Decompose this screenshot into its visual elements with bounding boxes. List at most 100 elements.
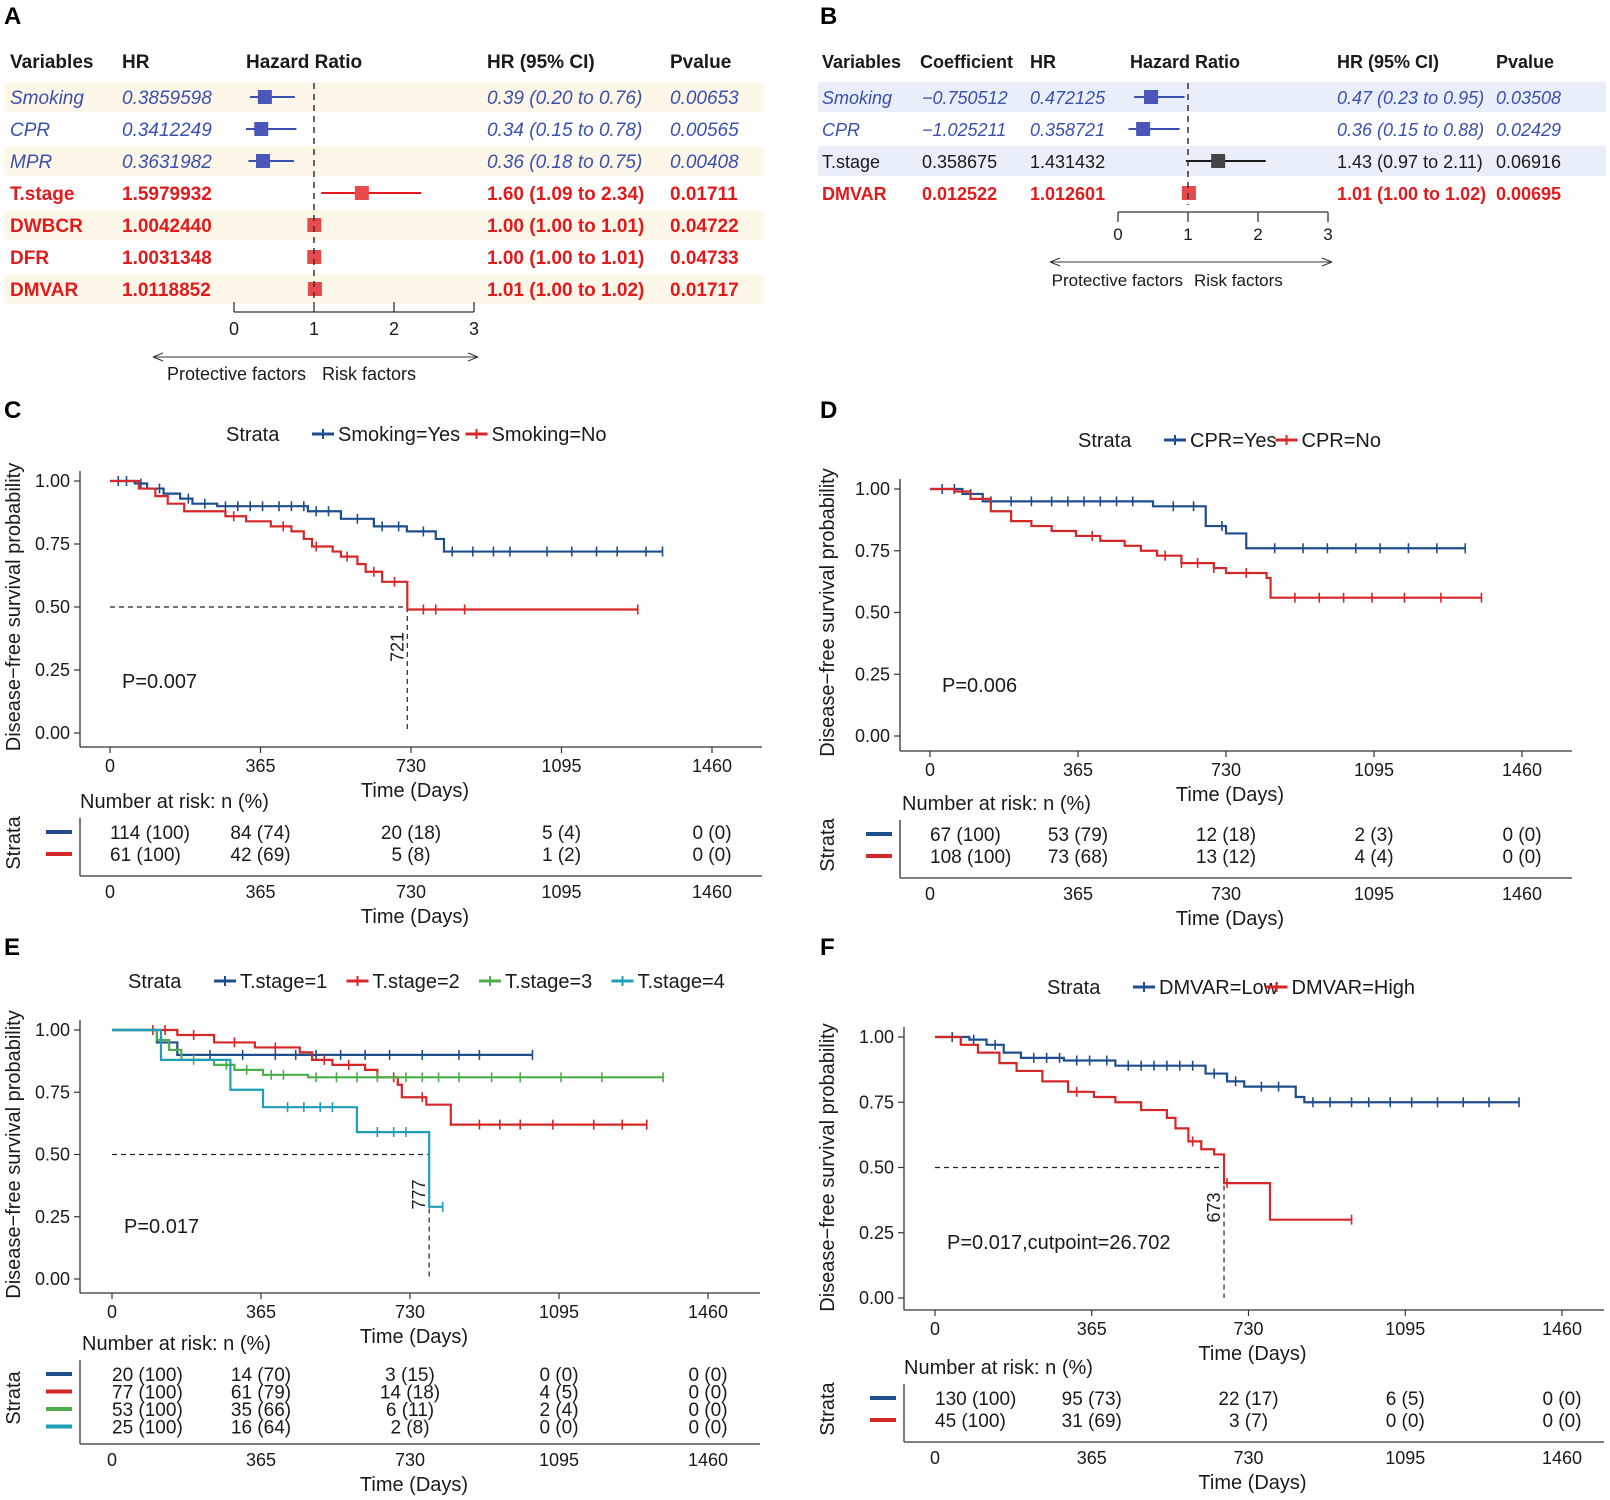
km-risk-x-tick-label: 1095 xyxy=(1385,1448,1425,1468)
km-risk-x-tick-label: 0 xyxy=(107,1450,117,1470)
km-panel-d: Strata CPR=Yes CPR=No Disease−free survival… xyxy=(817,430,1572,930)
panel-label-b: B xyxy=(820,3,837,30)
km-risk-value: 20 (18) xyxy=(381,823,441,844)
km-risk-value: 114 (100) xyxy=(110,823,190,844)
km-y-tick-label: 0.50 xyxy=(855,603,890,623)
km-risk-value: 2 (4) xyxy=(539,1400,578,1421)
km-risk-table-header: Number at risk: n (%) xyxy=(902,793,1091,815)
km-risk-value: 0 (0) xyxy=(688,1365,727,1386)
forest-b-risk-label: Risk factors xyxy=(1194,271,1283,290)
km-risk-value: 84 (74) xyxy=(230,823,290,844)
km-y-tick-label: 0.00 xyxy=(859,1288,894,1308)
km-risk-value: 45 (100) xyxy=(935,1411,1006,1432)
km-y-tick-label: 0.00 xyxy=(35,1269,70,1289)
km-x-tick-label: 1095 xyxy=(539,1302,579,1322)
forest-a-header: HR xyxy=(122,52,150,73)
forest-b-coefficient: 0.358675 xyxy=(922,152,997,172)
forest-b-variable: CPR xyxy=(822,120,860,140)
km-p-value: P=0.017,cutpoint=26.702 xyxy=(947,1232,1171,1254)
km-risk-value: 3 (15) xyxy=(385,1365,435,1386)
forest-table-b: Variables Coefficient HR Hazard Ratio HR (95… xyxy=(818,52,1606,290)
forest-b-tick-label: 3 xyxy=(1323,225,1332,244)
km-x-tick-label: 730 xyxy=(1233,1319,1263,1339)
km-median-label: 673 xyxy=(1204,1192,1224,1222)
km-risk-value: 5 (8) xyxy=(391,845,430,866)
km-risk-value: 14 (70) xyxy=(231,1365,291,1386)
km-y-tick-label: 1.00 xyxy=(35,471,70,491)
forest-b-coefficient: −1.025211 xyxy=(922,120,1006,140)
forest-a-pvalue: 0.00408 xyxy=(670,152,739,173)
km-risk-value: 0 (0) xyxy=(1502,847,1541,868)
km-risk-value: 0 (0) xyxy=(1542,1389,1581,1410)
km-risk-x-tick-label: 1095 xyxy=(539,1450,579,1470)
forest-a-variable: DWBCR xyxy=(10,216,83,237)
km-y-tick-label: 0.50 xyxy=(859,1158,894,1178)
km-legend-title: Strata xyxy=(1047,977,1101,999)
km-risk-x-tick-label: 1095 xyxy=(1354,884,1394,904)
forest-a-row-band xyxy=(4,82,764,112)
km-y-tick-label: 1.00 xyxy=(35,1020,70,1040)
km-risk-x-tick-label: 730 xyxy=(1233,1448,1263,1468)
km-risk-value: 61 (79) xyxy=(231,1383,291,1404)
forest-b-hr: 1.012601 xyxy=(1030,184,1105,204)
forest-b-header: HR xyxy=(1030,52,1056,72)
forest-b-pvalue: 0.02429 xyxy=(1496,120,1561,140)
km-curve-T.stage=3 xyxy=(112,1028,664,1079)
km-curve-T.stage=2 xyxy=(112,1028,647,1126)
km-x-tick-label: 0 xyxy=(107,1302,117,1322)
km-y-tick-label: 0.25 xyxy=(855,664,890,684)
km-curve-DMVAR=Low xyxy=(935,1035,1520,1104)
km-legend-label: DMVAR=High xyxy=(1292,977,1416,999)
km-risk-x-tick-label: 1460 xyxy=(692,882,732,902)
forest-a-variable: DFR xyxy=(10,248,49,269)
km-legend-label: CPR=Yes xyxy=(1190,430,1277,452)
forest-b-coefficient: 0.012522 xyxy=(922,184,997,204)
forest-b-pvalue: 0.06916 xyxy=(1496,152,1561,172)
forest-b-arrow-heads xyxy=(1049,257,1333,267)
km-risk-x-tick-label: 365 xyxy=(1077,1448,1107,1468)
forest-b-point xyxy=(1136,122,1151,136)
km-risk-value: 42 (69) xyxy=(230,845,290,866)
forest-b-tick-label: 1 xyxy=(1183,225,1192,244)
km-risk-value: 67 (100) xyxy=(930,825,1001,846)
km-risk-value: 0 (0) xyxy=(539,1365,578,1386)
km-y-axis-label: Disease−free survival probability xyxy=(817,468,839,756)
km-curve-DMVAR=High xyxy=(935,1035,1352,1221)
km-risk-table-header: Number at risk: n (%) xyxy=(80,791,269,813)
forest-b-pvalue: 0.03508 xyxy=(1496,88,1561,108)
forest-b-row-band xyxy=(818,82,1606,112)
km-x-tick-label: 1095 xyxy=(1354,760,1394,780)
forest-a-variable: T.stage xyxy=(10,184,74,205)
forest-b-header: Hazard Ratio xyxy=(1130,52,1240,72)
km-risk-x-tick-label: 365 xyxy=(1063,884,1093,904)
forest-a-point xyxy=(257,90,272,104)
forest-b-ci: 1.01 (1.00 to 1.02) xyxy=(1337,184,1486,204)
km-risk-value: 130 (100) xyxy=(935,1389,1016,1410)
km-curve-CPR=Yes xyxy=(930,487,1466,550)
km-risk-value: 0 (0) xyxy=(539,1418,578,1439)
forest-b-variable: Smoking xyxy=(822,88,892,108)
km-y-tick-label: 1.00 xyxy=(859,1027,894,1047)
km-risk-value: 77 (100) xyxy=(112,1383,183,1404)
km-x-tick-label: 1095 xyxy=(541,756,581,776)
km-legend-label: T.stage=3 xyxy=(505,971,592,993)
forest-a-tick-label: 0 xyxy=(229,319,239,339)
km-legend-label: T.stage=1 xyxy=(240,971,327,993)
km-y-axis-label: Disease−free survival probability xyxy=(3,1010,25,1298)
forest-a-variable: CPR xyxy=(10,120,50,141)
forest-b-hr: 1.431432 xyxy=(1030,152,1105,172)
forest-a-point xyxy=(256,154,271,168)
forest-a-point xyxy=(354,186,369,200)
km-legend-title: Strata xyxy=(128,971,182,993)
km-p-value: P=0.006 xyxy=(942,675,1017,697)
forest-a-variable: DMVAR xyxy=(10,280,79,301)
km-risk-value: 0 (0) xyxy=(1386,1411,1425,1432)
km-legend-title: Strata xyxy=(226,424,280,446)
forest-a-hr: 0.3412249 xyxy=(122,120,212,141)
km-risk-value: 20 (100) xyxy=(112,1365,183,1386)
forest-a-pvalue: 0.00653 xyxy=(670,88,739,109)
forest-b-point xyxy=(1144,90,1159,104)
forest-a-header: HR (95% CI) xyxy=(487,52,595,73)
km-risk-value: 0 (0) xyxy=(692,845,731,866)
